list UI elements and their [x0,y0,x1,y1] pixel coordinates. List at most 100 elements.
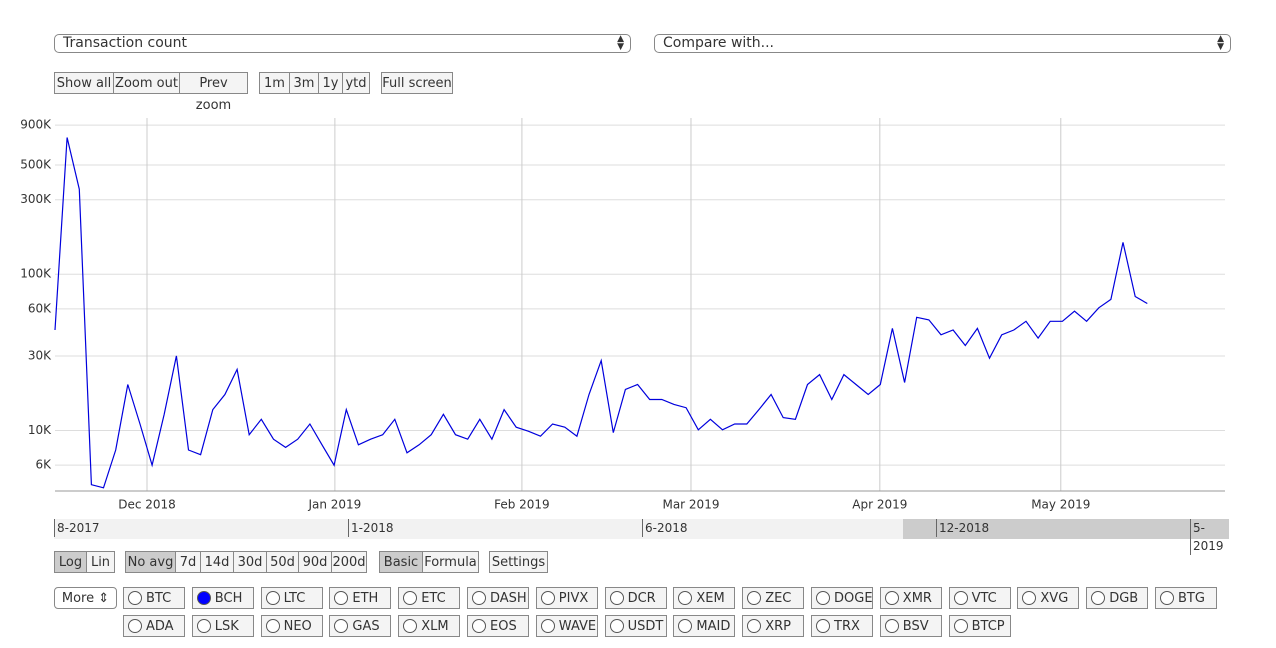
compare-select[interactable]: Compare with... ▲ ▼ [654,34,1231,53]
radio-circle [1022,591,1037,605]
button[interactable]: 1y [318,72,343,94]
button[interactable]: Full screen [381,72,453,94]
coin-label: XVG [1040,591,1069,606]
y-tick-label: 500K [20,158,52,172]
coin-radio[interactable]: EOS [467,615,529,637]
button[interactable]: Prev zoom [179,72,248,113]
coin-radio[interactable]: PIVX [535,587,598,609]
navigator-label: 5-2019 [1190,519,1229,555]
radio-circle [472,591,486,605]
radio-circle [747,591,762,605]
radio-circle [884,619,899,633]
coin-label: GAS [352,619,380,634]
coin-radio[interactable]: BTC [123,587,185,609]
radio-circle [128,619,142,633]
button[interactable]: Log [54,551,87,573]
x-tick-label: Dec 2018 [118,498,176,512]
radio-circle [747,619,762,633]
coin-label: BSV [902,619,929,634]
coin-radio[interactable]: LSK [191,615,254,637]
button[interactable]: Zoom out [113,72,180,94]
coin-label: BTCP [971,619,1005,634]
coin-radio[interactable]: TRX [811,615,873,637]
button[interactable]: 14d [200,551,234,573]
coin-radio[interactable]: VTC [948,587,1011,609]
coin-radio[interactable]: XEM [673,587,736,609]
coin-radio[interactable]: LTC [260,587,323,609]
coin-radio[interactable]: XRP [742,615,805,637]
x-tick-label: Jan 2019 [307,498,361,512]
button[interactable]: 3m [289,72,319,94]
coin-radio[interactable]: MAID [673,615,736,637]
more-select[interactable]: More ⇕ [54,587,117,609]
coin-label: ZEC [765,591,792,606]
radio-circle [816,619,830,633]
coin-label: PIVX [558,591,589,606]
coin-radio[interactable]: DOGE [811,587,873,609]
navigator-label: 6-2018 [642,519,688,537]
button[interactable]: Basic [379,551,423,573]
coin-radio[interactable]: ETH [329,587,392,609]
coin-label: DOGE [834,591,873,606]
coin-label: XMR [902,591,932,606]
coin-radio[interactable]: GAS [329,615,392,637]
button[interactable]: 1m [259,72,290,94]
coin-radio[interactable]: ETC [398,587,461,609]
button[interactable]: ytd [342,72,370,94]
coin-radio[interactable]: BSV [879,615,942,637]
coin-radio[interactable]: WAVES [535,615,598,637]
button[interactable]: 7d [175,551,201,573]
coin-radio[interactable]: DASH [467,587,529,609]
radio-circle [403,591,418,605]
coin-radio[interactable]: BCH [191,587,254,609]
coin-radio[interactable]: ADA [123,615,185,637]
y-tick-label: 10K [28,423,52,437]
coin-radio[interactable]: DCR [604,587,667,609]
button[interactable]: Settings [489,551,548,573]
coin-label: DGB [1109,591,1139,606]
button[interactable]: 90d [298,551,332,573]
coin-radio[interactable]: DGB [1086,587,1149,609]
radio-circle [953,591,968,605]
button[interactable]: 200d [331,551,367,573]
coin-label: DCR [627,591,656,606]
coin-label: BTC [146,591,172,606]
radio-circle [265,619,280,633]
x-tick-label: Apr 2019 [852,498,907,512]
coin-label: WAVES [558,619,597,634]
button[interactable]: No avg [125,551,176,573]
select-arrow: ⇕ [94,591,110,606]
coin-radio[interactable]: NEO [260,615,323,637]
radio-circle [1160,591,1174,605]
coin-radio[interactable]: USDT [604,615,667,637]
radio-circle [953,619,968,633]
radio-circle [609,591,624,605]
button[interactable]: Lin [86,551,115,573]
radio-circle [816,591,830,605]
radio-circle [472,619,486,633]
button[interactable]: Show all [54,72,114,94]
coin-radio[interactable]: XMR [879,587,942,609]
metric-select[interactable]: Transaction count ▲ ▼ [54,34,631,53]
y-tick-label: 100K [20,267,52,281]
coin-label: DASH [490,591,527,606]
coin-radio[interactable]: ZEC [742,587,805,609]
radio-circle [609,619,624,633]
button[interactable]: 30d [233,551,267,573]
coin-radio[interactable]: XLM [398,615,461,637]
coin-label: TRX [834,619,860,634]
button[interactable]: Formula [422,551,479,573]
radio-circle [403,619,418,633]
radio-circle [884,591,899,605]
select-arrow: ▲ ▼ [1217,34,1224,52]
coin-radio[interactable]: BTG [1155,587,1217,609]
coin-label: LTC [283,591,306,606]
coin-radio[interactable]: BTCP [948,615,1011,637]
button[interactable]: 50d [266,551,299,573]
radio-circle [1091,591,1106,605]
coin-label: BCH [214,591,243,606]
coin-radio[interactable]: XVG [1017,587,1080,609]
radio-circle [196,591,211,605]
y-tick-label: 30K [28,348,52,362]
